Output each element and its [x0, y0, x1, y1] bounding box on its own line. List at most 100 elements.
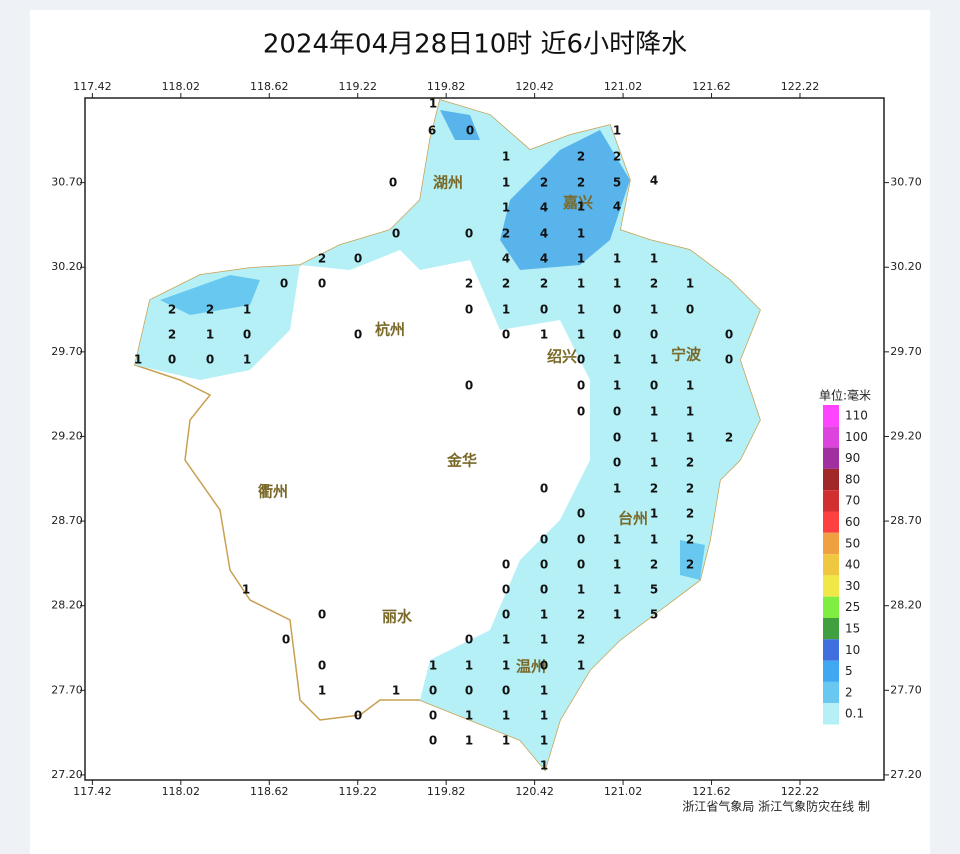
legend-swatch: [823, 596, 839, 618]
station-value: 4: [540, 227, 548, 241]
station-value: 4: [502, 252, 510, 266]
lat-tick-label: 28.20: [890, 599, 922, 612]
station-value: 4: [540, 252, 548, 266]
station-value: 2: [502, 227, 510, 241]
station-value: 2: [650, 558, 658, 572]
legend-label: 2: [845, 685, 853, 699]
lat-tick-label: 29.70: [51, 345, 83, 358]
legend-swatch: [823, 405, 839, 427]
station-value: 1: [540, 608, 548, 622]
legend-swatch: [823, 426, 839, 448]
station-value: 0: [168, 353, 176, 367]
station-value: 0: [465, 227, 473, 241]
station-value: 0: [318, 277, 326, 291]
station-value: 0: [502, 583, 510, 597]
station-value: 1: [465, 709, 473, 723]
station-value: 6: [428, 124, 436, 138]
station-value: 2: [725, 431, 733, 445]
station-value: 1: [613, 353, 621, 367]
station-value: 1: [686, 405, 694, 419]
lat-tick-label: 27.20: [51, 768, 83, 781]
station-value: 1: [540, 633, 548, 647]
station-value: 1: [577, 303, 585, 317]
station-value: 0: [502, 558, 510, 572]
lon-tick-label: 117.42: [73, 785, 112, 798]
station-value: 0: [540, 659, 548, 673]
legend-title: 单位:毫米: [819, 388, 871, 403]
station-value: 2: [318, 252, 326, 266]
station-value: 2: [540, 176, 548, 190]
legend-swatch: [823, 532, 839, 555]
lat-tick-label: 28.70: [890, 514, 922, 527]
station-value: 0: [392, 227, 400, 241]
station-value: 2: [168, 303, 176, 317]
station-value: 2: [577, 633, 585, 647]
station-value: 0: [354, 328, 362, 342]
station-value: 0: [577, 558, 585, 572]
station-value: 0: [243, 328, 251, 342]
legend-label: 70: [845, 494, 860, 508]
legend-swatch: [823, 660, 839, 682]
lon-tick-label: 118.02: [162, 785, 201, 798]
station-value: 0: [540, 533, 548, 547]
station-value: 1: [502, 150, 510, 164]
lat-tick-label: 27.20: [890, 768, 922, 781]
station-value: 0: [577, 379, 585, 393]
station-value: 5: [613, 176, 621, 190]
station-value: 0: [465, 303, 473, 317]
lat-tick-label: 29.20: [51, 429, 83, 442]
city-label: 温州: [516, 658, 546, 676]
station-value: 0: [429, 709, 437, 723]
station-value: 1: [540, 709, 548, 723]
station-value: 2: [540, 277, 548, 291]
station-value: 1: [577, 252, 585, 266]
station-value: 0: [540, 558, 548, 572]
station-value: 2: [502, 277, 510, 291]
rain-area-heavy: [680, 540, 705, 580]
station-value: 4: [650, 174, 658, 188]
legend-swatch: [823, 468, 839, 491]
lon-tick-label: 121.62: [692, 785, 731, 798]
legend-swatch: [823, 490, 839, 512]
lon-tick-label: 122.22: [781, 785, 820, 798]
rain-area-heavy: [500, 130, 630, 270]
lon-tick-label: 120.42: [515, 80, 554, 93]
legend-swatch: [823, 447, 839, 469]
city-label: 宁波: [671, 346, 702, 364]
station-value: 0: [540, 482, 548, 496]
legend-swatch: [823, 575, 839, 597]
lon-tick-label: 119.82: [427, 785, 466, 798]
station-value: 1: [206, 328, 214, 342]
station-value: 1: [613, 124, 621, 138]
station-value: 1: [613, 558, 621, 572]
station-value: 1: [540, 734, 548, 748]
station-value: 1: [243, 353, 251, 367]
legend-label: 80: [845, 472, 860, 486]
station-value: 1: [242, 583, 250, 597]
station-value: 1: [540, 328, 548, 342]
station-value: 2: [686, 482, 694, 496]
lon-tick-label: 118.62: [250, 80, 289, 93]
rain-area-heavy: [160, 275, 260, 315]
station-value: 0: [502, 608, 510, 622]
station-value: 0: [389, 176, 397, 190]
station-value: 2: [465, 277, 473, 291]
rain-area: [135, 265, 300, 380]
station-value: 0: [318, 608, 326, 622]
city-label: 湖州: [433, 174, 463, 192]
legend-label: 110: [845, 409, 868, 423]
station-value: 0: [577, 353, 585, 367]
legend-label: 100: [845, 430, 868, 444]
station-value: 1: [613, 533, 621, 547]
station-value: 0: [613, 303, 621, 317]
station-value: 0: [540, 303, 548, 317]
station-value: 5: [650, 583, 658, 597]
lat-tick-label: 28.20: [51, 599, 83, 612]
station-value: 0: [613, 456, 621, 470]
station-value: 0: [613, 431, 621, 445]
lon-tick-label: 119.82: [427, 80, 466, 93]
station-value: 0: [206, 353, 214, 367]
station-value: 2: [613, 150, 621, 164]
station-value: 1: [650, 405, 658, 419]
